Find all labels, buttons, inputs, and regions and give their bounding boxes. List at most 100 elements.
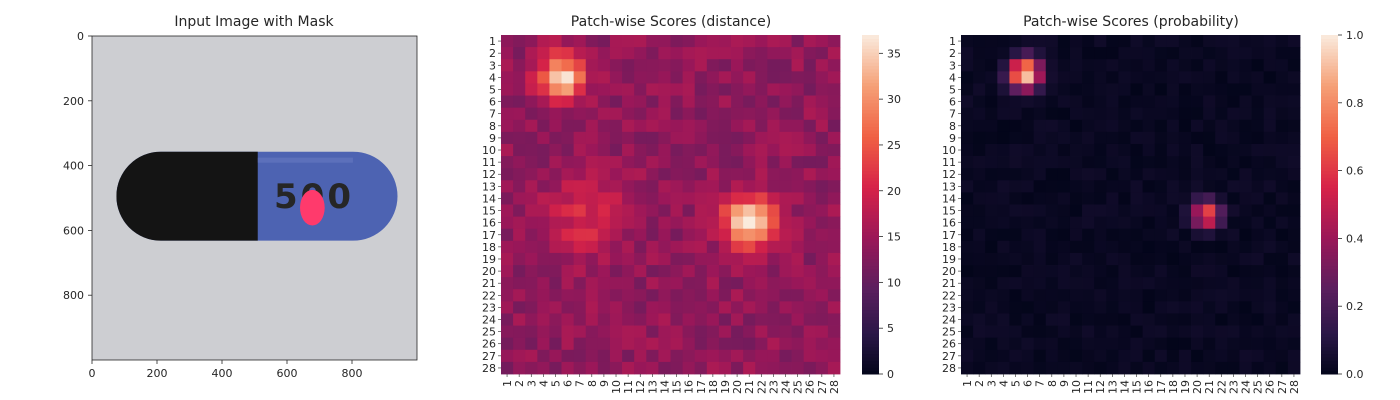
heatmap-cell — [646, 35, 659, 48]
heatmap-cell — [718, 204, 732, 218]
heatmap-cell — [1263, 349, 1277, 363]
colorbar-segment — [1321, 275, 1338, 280]
heatmap-cell — [1118, 204, 1131, 218]
heatmap-cell — [1057, 313, 1071, 326]
heatmap-cell — [1009, 301, 1022, 314]
heatmap-cell — [1142, 71, 1156, 84]
heatmap-cell — [609, 119, 623, 133]
heatmap-cell — [1142, 83, 1156, 96]
heatmap-cell — [1191, 192, 1204, 205]
heatmap-cell — [1239, 156, 1252, 169]
heatmap-cell — [779, 325, 792, 339]
heatmap-cell — [1154, 252, 1168, 266]
heatmap-cell — [973, 192, 986, 205]
heatmap-cell — [755, 59, 768, 72]
heatmap-cell — [1203, 252, 1216, 266]
colorbar-segment — [1321, 58, 1338, 63]
heatmap-cell — [1118, 143, 1131, 157]
heatmap-cell — [1130, 143, 1144, 157]
heatmap-cell — [658, 35, 671, 48]
colorbar-segment — [862, 228, 879, 233]
heatmap-cell — [755, 192, 768, 205]
colorbar-segment — [1321, 136, 1338, 141]
heatmap-cell — [718, 35, 732, 48]
heatmap-cell — [634, 143, 647, 157]
heatmap-cell — [646, 131, 659, 145]
heatmap-cell — [1118, 156, 1131, 169]
heatmap-cell — [791, 192, 805, 205]
col-tick-label: 17 — [1155, 380, 1168, 394]
heatmap-cell — [597, 349, 611, 363]
heatmap-cell — [1021, 192, 1035, 205]
colorbar-tick-label: 10 — [887, 276, 901, 289]
heatmap-cell — [1082, 168, 1095, 181]
heatmap-cell — [597, 168, 611, 181]
heatmap-cell — [670, 337, 684, 351]
heatmap-cell — [779, 265, 792, 278]
heatmap-cell — [646, 83, 659, 96]
heatmap-cell — [537, 277, 550, 290]
colorbar-segment — [862, 340, 879, 344]
row-tick-label: 1 — [489, 35, 496, 48]
heatmap-cell — [827, 277, 841, 290]
heatmap-cell — [694, 143, 708, 157]
heatmap-cell — [694, 156, 708, 169]
heatmap-cell — [573, 131, 587, 145]
colorbar-segment — [862, 143, 879, 148]
heatmap-cell — [609, 35, 623, 48]
heatmap-cell — [1057, 301, 1071, 314]
heatmap-cell — [815, 59, 829, 72]
col-tick-label: 23 — [1227, 380, 1240, 394]
heatmap-cell — [658, 216, 671, 230]
heatmap-cell — [755, 107, 768, 121]
heatmap-cell — [573, 337, 587, 351]
heatmap-cell — [1203, 83, 1216, 96]
heatmap-cell — [1191, 107, 1204, 121]
heatmap-cell — [694, 35, 708, 48]
heatmap-cell — [646, 313, 659, 326]
heatmap-cell — [755, 168, 768, 181]
colorbar-segment — [862, 106, 879, 111]
colorbar-segment — [862, 214, 879, 219]
heatmap-cell — [1130, 349, 1144, 363]
heatmap-cell — [1021, 361, 1035, 375]
heatmap-cell — [1215, 192, 1228, 205]
heatmap-cell — [731, 95, 744, 109]
heatmap-cell — [779, 228, 792, 242]
heatmap-cell — [622, 35, 635, 48]
heatmap-cell — [1021, 95, 1035, 109]
heatmap-cell — [1069, 59, 1083, 72]
heatmap-cell — [573, 252, 587, 266]
heatmap-cell — [1166, 252, 1180, 266]
heatmap-cell — [1227, 156, 1240, 169]
heatmap-cell — [961, 180, 974, 193]
heatmap-cell — [815, 216, 829, 230]
heatmap-cell — [609, 277, 623, 290]
heatmap-cell — [1094, 59, 1107, 72]
heatmap-cell — [743, 119, 756, 133]
heatmap-cell — [682, 156, 696, 169]
heatmap-cell — [779, 337, 792, 351]
heatmap-cell — [597, 35, 611, 48]
heatmap-cell — [755, 216, 768, 230]
heatmap-cell — [1130, 59, 1144, 72]
row-tick-label: 23 — [942, 301, 956, 314]
heatmap-cell — [549, 59, 562, 72]
heatmap-cell — [985, 349, 998, 363]
col-tick-label: 13 — [646, 380, 659, 394]
heatmap-cell — [525, 265, 538, 278]
heatmap-cell — [646, 289, 659, 302]
heatmap-cell — [997, 228, 1010, 242]
x-tick-label: 800 — [342, 367, 363, 380]
heatmap-cell — [1045, 337, 1059, 351]
heatmap-cell — [561, 313, 575, 326]
heatmap-cell — [525, 95, 538, 109]
colorbar: 0.00.20.40.60.81.0 — [1321, 29, 1364, 381]
heatmap-cell — [1142, 301, 1156, 314]
heatmap-cell — [803, 119, 817, 133]
heatmap-cell — [1130, 156, 1144, 169]
heatmap-cell — [1275, 192, 1289, 205]
heatmap-cell — [731, 47, 744, 60]
heatmap-cell — [597, 71, 611, 84]
heatmap-cell — [1045, 301, 1059, 314]
